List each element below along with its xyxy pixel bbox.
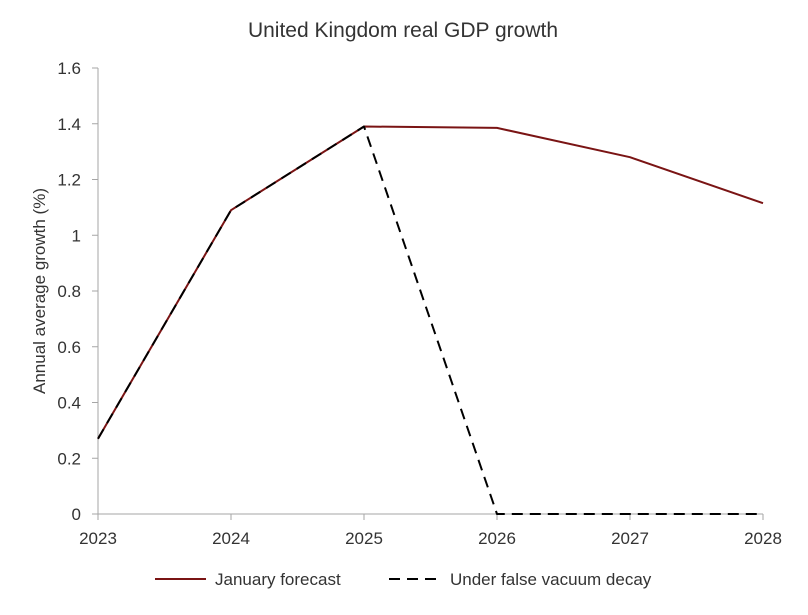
series-layer [97,125,764,515]
y-tick-label: 0 [72,505,81,524]
legend-label-0: January forecast [215,570,341,589]
x-tick-label: 2026 [478,529,516,548]
x-tick-label: 2028 [744,529,782,548]
y-axis-title: Annual average growth (%) [30,188,49,394]
x-tick-label: 2024 [212,529,250,548]
y-tick-label: 1 [72,226,81,245]
y-tick-label: 0.2 [57,449,81,468]
y-tick-label: 1.6 [57,59,81,78]
x-tick-label: 2027 [611,529,649,548]
x-tick-label: 2023 [79,529,117,548]
x-tick-label: 2025 [345,529,383,548]
legend: January forecast Under false vacuum decay [155,570,652,589]
series-line-1 [97,125,763,515]
legend-label-1: Under false vacuum decay [450,570,652,589]
y-tick-label: 0.4 [57,394,81,413]
y-tick-label: 1.2 [57,171,81,190]
series-line-0 [97,125,764,440]
chart-title: United Kingdom real GDP growth [248,19,558,42]
axes: 0 0.2 0.4 0.6 0.8 1 1.2 1.4 1.6 2023 2024 2025 2026 2… [57,59,782,548]
y-tick-label: 0.6 [57,338,81,357]
y-tick-label: 0.8 [57,282,81,301]
y-tick-label: 1.4 [57,115,81,134]
